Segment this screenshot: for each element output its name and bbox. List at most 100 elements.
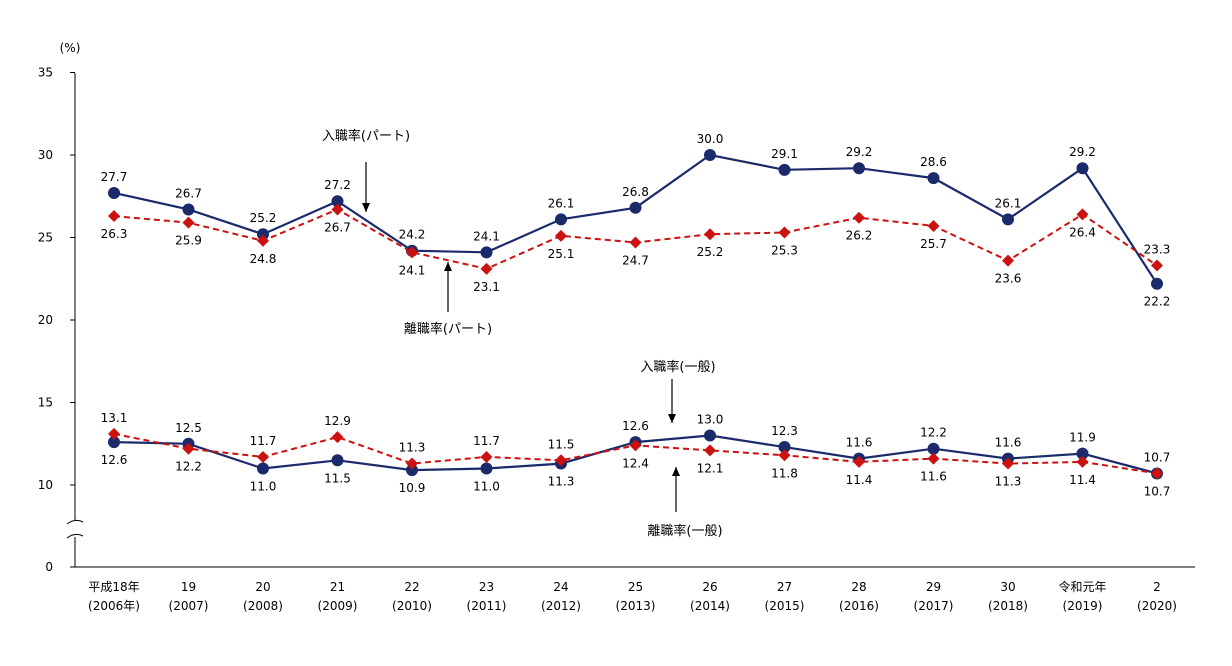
y-tick-label: 35 — [38, 66, 53, 80]
data-point-hire_part — [778, 163, 791, 176]
annotation-arrow-sep-gen-head — [672, 467, 680, 476]
data-point-hire_gen — [1076, 447, 1089, 460]
data-point-sep_part — [927, 219, 940, 232]
x-tick-label-year-ad: (2014) — [690, 599, 730, 613]
data-label-sep_part: 26.2 — [846, 229, 873, 243]
data-point-hire_part — [108, 186, 120, 199]
data-label-hire_gen: 11.0 — [473, 480, 500, 494]
data-point-sep_gen — [182, 442, 195, 455]
annotation-arrow-hire-gen-head — [668, 414, 676, 423]
data-point-hire_gen — [108, 436, 120, 449]
data-point-hire_part — [1151, 277, 1163, 290]
data-label-sep_gen: 12.9 — [324, 414, 351, 428]
annotation-label-hire-gen: 入職率(一般) — [640, 359, 715, 375]
x-tick-label-year-ad: (2018) — [988, 599, 1028, 613]
chart-series-layer — [108, 149, 1163, 480]
data-label-sep_part: 26.3 — [101, 227, 128, 241]
data-label-hire_part: 27.7 — [101, 170, 128, 184]
data-label-hire_gen: 11.6 — [846, 436, 873, 450]
data-point-hire_gen — [257, 462, 269, 475]
data-label-hire_gen: 12.6 — [101, 453, 128, 467]
data-point-hire_gen — [927, 442, 940, 455]
annotation-label-hire-part: 入職率(パート) — [322, 128, 410, 144]
data-label-hire_gen: 12.5 — [175, 421, 202, 435]
data-point-sep_gen — [704, 444, 716, 457]
data-point-hire_part — [331, 195, 344, 208]
y-tick-label: 30 — [38, 148, 53, 162]
data-point-sep_part — [778, 226, 791, 239]
data-label-hire_part: 26.7 — [175, 186, 202, 200]
data-point-sep_gen — [1002, 457, 1014, 470]
data-point-sep_part — [1002, 254, 1014, 267]
data-point-sep_part — [406, 246, 418, 259]
data-label-hire_gen: 10.7 — [1144, 450, 1171, 464]
data-label-hire_part: 27.2 — [324, 178, 351, 192]
data-point-sep_gen — [1151, 467, 1163, 480]
data-point-sep_part — [182, 216, 195, 229]
data-point-hire_part — [704, 149, 716, 161]
data-label-sep_gen: 11.7 — [250, 434, 277, 448]
data-label-hire_part: 26.8 — [622, 185, 649, 199]
data-point-sep_part — [704, 228, 716, 241]
chart-data-labels: 27.7 26.7 25.2 27.2 24.2 24.1 26.1 26.8 30.0 29.1… — [101, 132, 1171, 498]
y-tick-label: 25 — [38, 231, 53, 245]
data-point-hire_gen — [406, 464, 418, 477]
data-point-sep_part — [629, 236, 642, 249]
data-label-sep_part: 24.7 — [622, 253, 649, 267]
x-tick-label-year-ad: (2010) — [392, 599, 432, 613]
data-point-sep_gen — [853, 455, 865, 468]
x-tick-label-year: 19 — [181, 580, 196, 594]
data-label-hire_part: 28.6 — [920, 155, 947, 169]
data-label-hire_gen: 11.9 — [1069, 431, 1096, 445]
y-tick-label: 15 — [38, 396, 53, 410]
data-point-sep_part — [1076, 208, 1089, 221]
y-axis-unit-label: (%) — [60, 41, 81, 55]
data-label-sep_gen: 11.7 — [473, 434, 500, 448]
x-tick-label-year: 21 — [330, 580, 345, 594]
data-point-sep_part — [480, 262, 493, 275]
x-tick-label-year-ad: (2009) — [318, 599, 358, 613]
data-point-hire_part — [629, 201, 642, 214]
annotation-label-sep-part: 離職率(パート) — [404, 321, 492, 337]
data-point-hire_part — [853, 162, 865, 175]
x-tick-label-year-ad: (2015) — [765, 599, 805, 613]
data-label-hire_gen: 12.2 — [920, 426, 947, 440]
data-label-hire_gen: 12.3 — [771, 424, 798, 438]
x-tick-label-year-ad: (2011) — [467, 599, 507, 613]
x-tick-label-year: 平成18年 — [88, 580, 139, 594]
data-label-hire_part: 22.2 — [1144, 295, 1171, 309]
data-point-sep_part — [331, 203, 344, 216]
data-label-sep_gen: 12.2 — [175, 460, 202, 474]
x-tick-label-year-ad: (2016) — [839, 599, 879, 613]
data-label-hire_gen: 13.0 — [697, 413, 724, 427]
data-label-hire_part: 30.0 — [697, 132, 724, 146]
x-tick-label-year: 22 — [404, 580, 419, 594]
data-label-sep_gen: 13.1 — [101, 411, 128, 425]
data-label-hire_part: 26.1 — [995, 196, 1022, 210]
data-point-sep_gen — [108, 427, 120, 440]
x-tick-label-year-ad: (2007) — [169, 599, 209, 613]
chart-axes: 0 10 15 20 25 30 35 (%) 平成18年 (2006年) 19 (2007) 20 (2… — [38, 41, 1195, 613]
data-point-hire_part — [1076, 162, 1089, 175]
x-tick-label-year-ad: (2013) — [616, 599, 656, 613]
y-axis-break-mark-lower — [66, 533, 84, 539]
data-label-sep_gen: 12.4 — [622, 456, 649, 470]
x-tick-label-year: 26 — [702, 580, 717, 594]
data-point-sep_part — [257, 234, 269, 247]
x-tick-label-year: 27 — [777, 580, 792, 594]
x-tick-label-year-ad: (2017) — [914, 599, 954, 613]
data-label-sep_gen: 11.8 — [771, 466, 798, 480]
chart-annotations: 入職率(パート) 離職率(パート) 入職率(一般) 離職率(一般) — [322, 128, 723, 539]
y-axis-break-mark-upper — [66, 519, 84, 525]
x-tick-label-year: 25 — [628, 580, 643, 594]
data-point-sep_gen — [480, 450, 493, 463]
data-label-hire_gen: 11.6 — [995, 436, 1022, 450]
data-label-hire_gen: 11.3 — [548, 475, 575, 489]
data-point-sep_gen — [406, 457, 418, 470]
data-point-sep_part — [1151, 259, 1163, 272]
y-tick-label: 20 — [38, 313, 53, 327]
data-point-sep_gen — [555, 454, 567, 467]
data-point-hire_part — [257, 228, 269, 241]
annotation-arrow-sep-part-head — [444, 262, 452, 271]
